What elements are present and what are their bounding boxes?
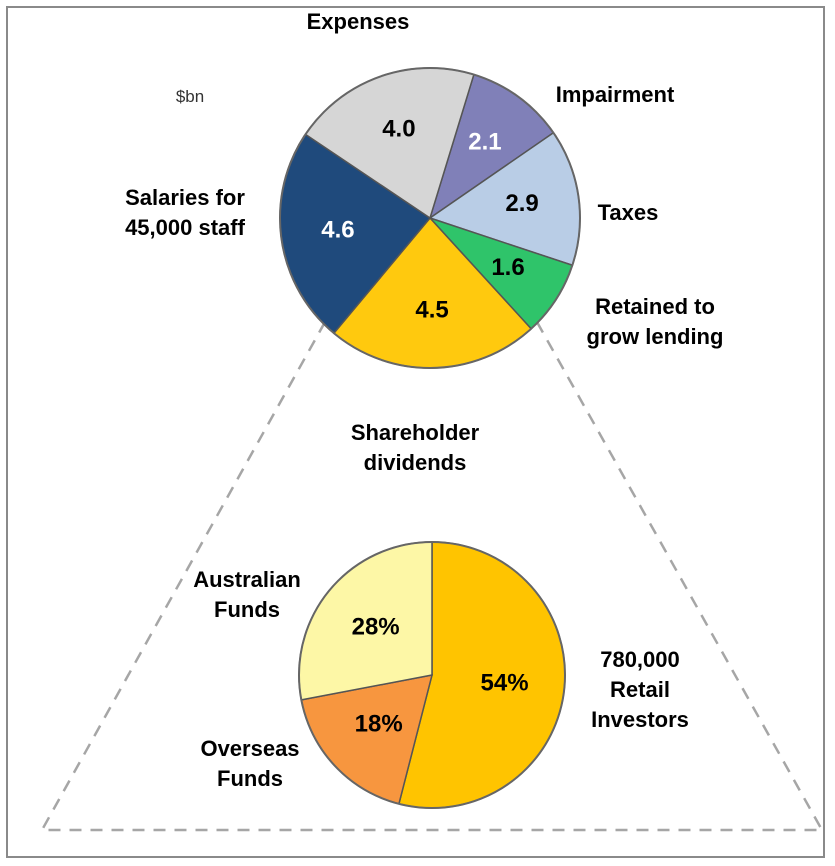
slice-label: Taxes xyxy=(597,200,659,225)
slice-label: Salaries for 45,000 staff xyxy=(125,185,245,240)
value-label: 4.6 xyxy=(321,216,354,243)
value-label: 4.0 xyxy=(382,116,415,143)
slice-label: Overseas Funds xyxy=(200,736,300,791)
callout-triangle xyxy=(39,321,825,832)
value-label: 4.5 xyxy=(415,296,448,323)
value-label: 28% xyxy=(352,614,400,641)
slice-label: Retained to grow lending xyxy=(586,294,724,349)
value-label: 2.9 xyxy=(505,190,538,217)
value-label: 2.1 xyxy=(468,128,501,155)
slice-label: Impairment xyxy=(555,82,675,107)
value-label: 18% xyxy=(355,710,403,737)
slice-label: Shareholder dividends xyxy=(350,420,480,475)
pie-rim xyxy=(298,541,566,809)
slice-label: 780,000 Retail Investors xyxy=(591,647,689,732)
slice-label: Australian Funds xyxy=(193,567,301,622)
slice-label: Expenses xyxy=(306,9,410,34)
value-label: 1.6 xyxy=(491,254,524,281)
pie-rim xyxy=(279,67,581,369)
unit-label: $bn xyxy=(175,87,205,106)
frame xyxy=(6,6,825,858)
value-label: 54% xyxy=(481,670,529,697)
